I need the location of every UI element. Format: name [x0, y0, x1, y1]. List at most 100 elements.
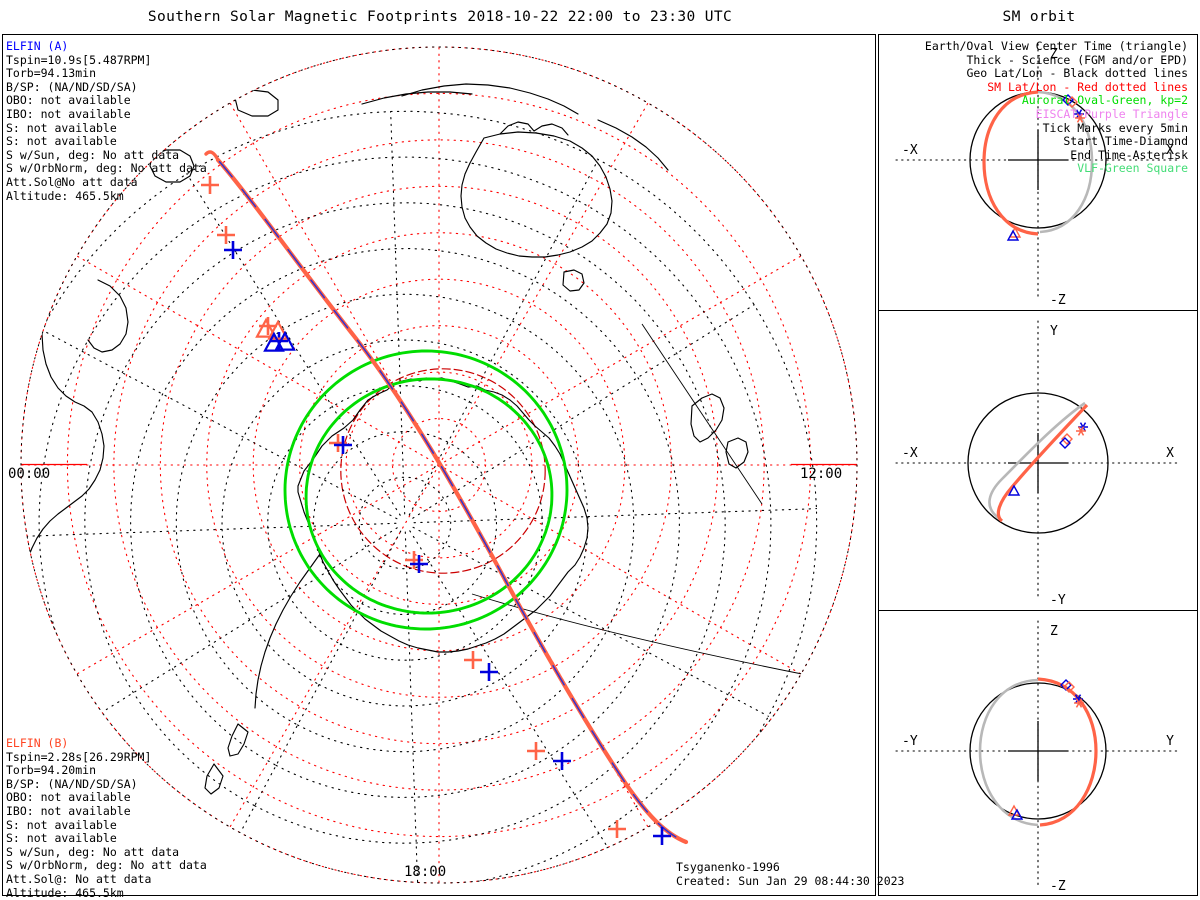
elfin-a-line-8: S w/OrbNorm, deg: No att data: [6, 161, 207, 176]
orbit-panel-divider-1: [878, 310, 1198, 311]
credit-block: Tsyganenko-1996 Created: Sun Jan 29 08:4…: [676, 860, 905, 888]
elfin-a-line-4: IBO: not available: [6, 106, 131, 121]
view-center-triangle: [255, 317, 277, 338]
axis-label-right: Y: [1166, 734, 1174, 749]
sm-orbit-title: SM orbit: [1002, 9, 1076, 25]
page-title: Southern Solar Magnetic Footprints 2018-…: [147, 9, 733, 25]
elfin-a-info-block: ELFIN (A) Tspin=10.9s[5.487RPM] Torb=94.1…: [6, 39, 207, 204]
orbit-arc-gray: [1037, 90, 1094, 234]
axis-label-bottom: -Z: [1050, 879, 1066, 894]
view-center-triangle: [274, 330, 296, 351]
elfin-a-line-10: Altitude: 465.5km: [6, 188, 124, 203]
orbit-marker-diamond: [1059, 437, 1071, 449]
elfin-a-line-5: S: not available: [6, 120, 117, 135]
elfin-b-line-7: S w/Sun, deg: No att data: [6, 844, 180, 859]
elfin-a-line-7: S w/Sun, deg: No att data: [6, 147, 180, 162]
orbit-arc-gray: [988, 401, 1086, 521]
view-center-triangle: [263, 331, 285, 352]
legend-line-4: Auroral Oval-Green, kp=2: [1021, 93, 1188, 108]
orbit-xy-content: Y -Y -X X: [895, 320, 1181, 608]
elfin-b-line-9: Att.Sol@: No att data: [6, 871, 152, 886]
legend-line-9: VLF-Green Square: [1077, 161, 1188, 176]
mlt-label-left: 00:00: [8, 466, 51, 482]
axis-label-bottom: -Z: [1050, 293, 1066, 308]
elfin-b-header: ELFIN (B): [6, 736, 69, 750]
legend-line-0: Earth/Oval View Center Time (triangle): [924, 39, 1188, 53]
orbit-arc-red: [1037, 677, 1098, 827]
elfin-a-lines: Tspin=10.9s[5.487RPM] Torb=94.13min B/SP: …: [6, 52, 207, 204]
orbit-marker-triangle: [1007, 484, 1021, 496]
orbit-arc-red: [996, 403, 1089, 523]
tick-cross: [224, 241, 242, 259]
tick-cross: [464, 651, 482, 669]
elfin-a-header: ELFIN (A): [6, 39, 69, 53]
axis-label-top: Z: [1050, 624, 1058, 639]
orbit-marker-asterisk: [1075, 113, 1085, 123]
orbit-marker-asterisk: [1074, 698, 1084, 708]
polar-footprint-plot: [20, 46, 858, 884]
legend-line-2: Geo Lat/Lon - Black dotted lines: [966, 66, 1188, 81]
legend-line-5: EISCAT-Purple Triangle: [1035, 106, 1188, 121]
mlt-label-bottom: 18:00: [404, 864, 447, 880]
elfin-b-line-10: Altitude: 465.5km: [6, 885, 124, 900]
earth-circle: [969, 682, 1107, 820]
axis-label-left: -X: [902, 446, 918, 461]
tick-cross: [201, 176, 219, 194]
elfin-b-line-5: S: not available: [6, 817, 117, 832]
orbit-arc-gray: [978, 678, 1039, 827]
orbit-arc-red: [982, 90, 1039, 236]
tick-cross: [527, 742, 545, 760]
tick-cross: [553, 752, 571, 770]
geo-grid-layer: [20, 46, 858, 884]
legend-line-8: End Time-Asterisk: [1070, 147, 1188, 162]
tick-cross: [608, 820, 626, 838]
legend-line-1: Thick - Science (FGM and/or EPD): [966, 52, 1188, 67]
footprint-track-layer: [204, 150, 689, 845]
orbit-marker-triangle: [1006, 229, 1020, 241]
view-center-triangle: [267, 319, 289, 340]
axis-label-bottom: -Y: [1050, 593, 1066, 608]
orbit-yz-content: Z -Z -Y Y: [895, 620, 1181, 894]
orbit-marker-asterisk: [1076, 426, 1086, 436]
elfin-b-info-block: ELFIN (B) Tspin=2.28s[26.29RPM] Torb=94.2…: [6, 736, 207, 900]
main-plot-frame: [2, 34, 876, 896]
legend-block: Earth/Oval View Center Time (triangle) Th…: [924, 39, 1188, 176]
orbit-marker-diamond: [1060, 679, 1072, 691]
elfin-b-line-8: S w/OrbNorm, deg: No att data: [6, 858, 207, 873]
elfin-a-line-2: B/SP: (NA/ND/SD/SA): [6, 79, 138, 94]
elfin-a-line-0: Tspin=10.9s[5.487RPM]: [6, 52, 152, 67]
elfin-b-line-3: OBO: not available: [6, 790, 131, 805]
orbit-panel-xz: Z -Z -X X: [895, 43, 1181, 308]
orbit-marker-diamond: [1066, 96, 1078, 108]
orbit-panel-yz: Z -Z -Y Y: [895, 620, 1181, 894]
tick-cross: [653, 827, 671, 845]
orbit-marker-triangle: [1010, 808, 1024, 820]
legend-line-7: Start Time-Diamond: [1063, 134, 1188, 149]
elfin-a-line-3: OBO: not available: [6, 93, 131, 108]
elfin-b-line-6: S: not available: [6, 831, 117, 846]
axis-label-top: Y: [1050, 324, 1058, 339]
earth-circle: [967, 392, 1109, 534]
elfin-b-lines: Tspin=2.28s[26.29RPM] Torb=94.20min B/SP: …: [6, 749, 207, 900]
tick-cross: [217, 226, 235, 244]
created-timestamp: Created: Sun Jan 29 08:44:30 2023: [676, 873, 905, 888]
elfin-b-line-4: IBO: not available: [6, 803, 131, 818]
mlt-label-right: 12:00: [800, 466, 843, 482]
legend-line-6: Tick Marks every 5min: [1042, 120, 1188, 135]
elfin-a-line-6: S: not available: [6, 134, 117, 149]
axis-label-left: -Y: [902, 734, 918, 749]
elfin-b-line-1: Torb=94.20min: [6, 763, 97, 778]
tick-marker-layer: [201, 176, 671, 845]
legend-line-3: SM Lat/Lon - Red dotted lines: [987, 79, 1188, 94]
elfin-b-line-2: B/SP: (NA/ND/SD/SA): [6, 776, 138, 791]
axis-label-right: X: [1166, 446, 1174, 461]
orbit-panel-frame: [878, 34, 1198, 896]
model-name: Tsyganenko-1996: [676, 860, 780, 874]
orbit-panel-xy: Y -Y -X X: [895, 320, 1181, 608]
orbit-xz-content: Z -Z -X X: [895, 43, 1181, 308]
auroral-oval-layer: [283, 349, 569, 631]
tick-cross: [410, 555, 428, 573]
orbit-marker-diamond: [1063, 681, 1075, 693]
elfin-b-line-0: Tspin=2.28s[26.29RPM]: [6, 749, 152, 764]
